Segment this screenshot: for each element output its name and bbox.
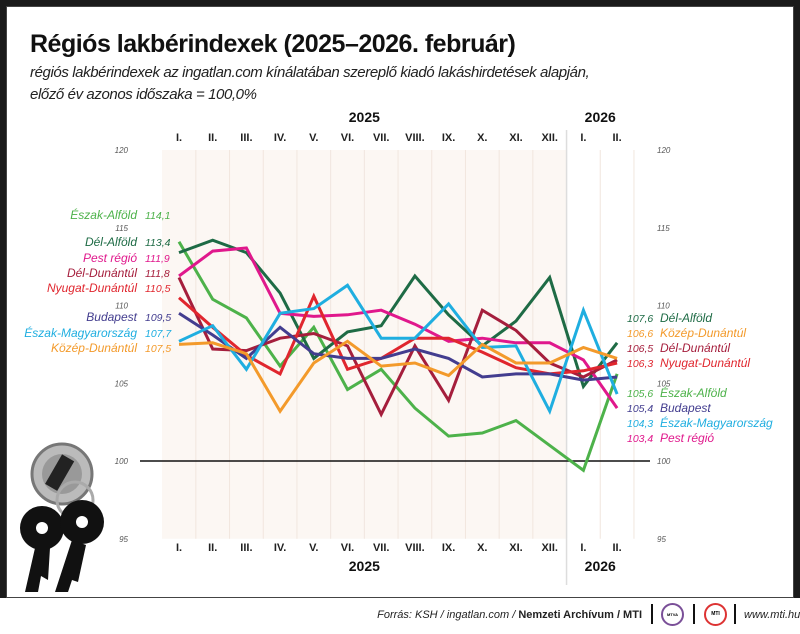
x-tick-label-top: III. bbox=[240, 132, 252, 144]
start-series-label: Nyugat-Dunántúl bbox=[47, 281, 137, 295]
end-series-label: Dél-Dunántúl bbox=[660, 341, 730, 355]
footer-source: Forrás: KSH / ingatlan.com / Nemzeti Arc… bbox=[377, 609, 642, 621]
x-tick-label-top: I. bbox=[580, 132, 586, 144]
end-value-label: 105,6 bbox=[627, 388, 653, 400]
x-tick-label-bottom: X. bbox=[477, 542, 487, 554]
series-line-Budapest bbox=[178, 312, 618, 382]
end-value-label: 106,5 bbox=[627, 343, 653, 355]
y-tick-label-left: 95 bbox=[119, 535, 128, 544]
y-tick-label-left: 115 bbox=[115, 224, 128, 233]
end-series-label: Észak-Alföld bbox=[660, 385, 727, 400]
keys-illustration bbox=[20, 442, 104, 592]
x-tick-label-top: V. bbox=[309, 132, 318, 144]
y-tick-label-left: 120 bbox=[115, 146, 129, 155]
x-tick-label-bottom: VII. bbox=[373, 542, 390, 554]
x-tick-label-bottom: I. bbox=[580, 542, 586, 554]
start-series-label: Pest régió bbox=[83, 251, 137, 265]
x-tick-label-bottom: VI. bbox=[341, 542, 354, 554]
start-value-label: 114,1 bbox=[145, 210, 171, 222]
start-value-label: 111,9 bbox=[145, 253, 170, 265]
end-series-label: Nyugat-Dunántúl bbox=[660, 356, 750, 370]
year-label-bottom: 2025 bbox=[349, 558, 380, 574]
series-line-Dél-Dunántúl bbox=[177, 276, 618, 418]
series-line-Észak-Alföld bbox=[177, 240, 619, 473]
year-label-bottom: 2026 bbox=[585, 558, 616, 574]
y-tick-label-right: 105 bbox=[657, 379, 671, 388]
end-series-label: Dél-Alföld bbox=[660, 311, 712, 325]
start-series-label: Közép-Dunántúl bbox=[51, 341, 137, 355]
end-value-label: 106,3 bbox=[627, 358, 653, 370]
start-value-label: 113,4 bbox=[145, 237, 171, 249]
year-label-top: 2025 bbox=[349, 109, 380, 125]
end-value-label: 105,4 bbox=[627, 403, 653, 415]
x-tick-label-bottom: IX. bbox=[442, 542, 455, 554]
mti-logo: MTI bbox=[704, 603, 727, 626]
x-tick-label-top: VIII. bbox=[405, 132, 425, 144]
y-tick-label-left: 110 bbox=[115, 302, 128, 311]
end-value-label: 103,4 bbox=[627, 433, 653, 445]
y-tick-label-right: 120 bbox=[657, 146, 671, 155]
chart-subtitle-line1: régiós lakbérindexek az ingatlan.com kín… bbox=[30, 64, 590, 81]
x-tick-label-bottom: V. bbox=[309, 542, 318, 554]
x-tick-label-top: I. bbox=[176, 132, 182, 144]
y-tick-label-left: 100 bbox=[115, 457, 129, 466]
end-series-label: Észak-Magyarország bbox=[660, 415, 773, 430]
mtva-logo: MTVA bbox=[661, 603, 684, 626]
start-value-label: 109,5 bbox=[145, 312, 171, 324]
start-series-label: Dél-Dunántúl bbox=[67, 266, 137, 280]
x-tick-label-top: IV. bbox=[274, 132, 286, 144]
x-tick-label-bottom: III. bbox=[240, 542, 252, 554]
x-tick-label-top: X. bbox=[477, 132, 487, 144]
source-bold: Nemzeti Archívum / MTI bbox=[518, 609, 642, 621]
series-line-Közép-Dunántúl bbox=[178, 339, 618, 414]
chart-subtitle-line2: előző év azonos időszaka = 100,0% bbox=[30, 86, 257, 103]
end-value-label: 107,6 bbox=[627, 313, 653, 325]
end-series-label: Budapest bbox=[660, 401, 711, 415]
y-tick-label-right: 100 bbox=[657, 457, 671, 466]
series-line-Észak-Magyarország bbox=[178, 283, 619, 416]
start-series-label: Észak-Magyarország bbox=[24, 325, 137, 340]
x-tick-label-top: XII. bbox=[541, 132, 558, 144]
x-tick-label-bottom: IV. bbox=[274, 542, 286, 554]
divider bbox=[734, 604, 736, 624]
start-value-label: 107,7 bbox=[145, 328, 172, 340]
start-series-label: Budapest bbox=[86, 310, 137, 324]
x-tick-label-top: XI. bbox=[509, 132, 522, 144]
start-value-label: 107,5 bbox=[145, 343, 171, 355]
x-tick-label-bottom: VIII. bbox=[405, 542, 425, 554]
x-tick-label-top: VI. bbox=[341, 132, 354, 144]
divider bbox=[651, 604, 653, 624]
series-line-Pest régió bbox=[178, 246, 619, 409]
year-label-top: 2026 bbox=[585, 109, 616, 125]
end-value-label: 104,3 bbox=[627, 418, 653, 430]
x-tick-label-bottom: II. bbox=[208, 542, 217, 554]
start-series-label: Dél-Alföld bbox=[85, 235, 137, 249]
x-tick-label-top: II. bbox=[208, 132, 217, 144]
end-series-label: Közép-Dunántúl bbox=[660, 326, 746, 340]
divider bbox=[693, 604, 695, 624]
y-tick-label-right: 95 bbox=[657, 535, 666, 544]
start-value-label: 111,8 bbox=[145, 268, 170, 280]
y-tick-label-right: 115 bbox=[657, 224, 670, 233]
x-tick-label-top: IX. bbox=[442, 132, 455, 144]
end-value-label: 106,6 bbox=[627, 328, 653, 340]
chart-title: Régiós lakbérindexek (2025–2026. február… bbox=[30, 30, 516, 58]
x-tick-label-bottom: I. bbox=[176, 542, 182, 554]
y-tick-label-right: 110 bbox=[657, 302, 670, 311]
x-tick-label-top: VII. bbox=[373, 132, 390, 144]
x-tick-label-bottom: XII. bbox=[541, 542, 558, 554]
start-series-label: Észak-Alföld bbox=[70, 207, 137, 222]
source-prefix: Forrás: KSH / ingatlan.com / bbox=[377, 609, 519, 621]
x-tick-label-top: II. bbox=[613, 132, 622, 144]
x-tick-label-bottom: XI. bbox=[509, 542, 522, 554]
end-series-label: Pest régió bbox=[660, 431, 714, 445]
website-link[interactable]: www.mti.hu bbox=[744, 609, 800, 621]
start-value-label: 110,5 bbox=[145, 283, 171, 295]
x-tick-label-bottom: II. bbox=[613, 542, 622, 554]
y-tick-label-left: 105 bbox=[115, 379, 129, 388]
